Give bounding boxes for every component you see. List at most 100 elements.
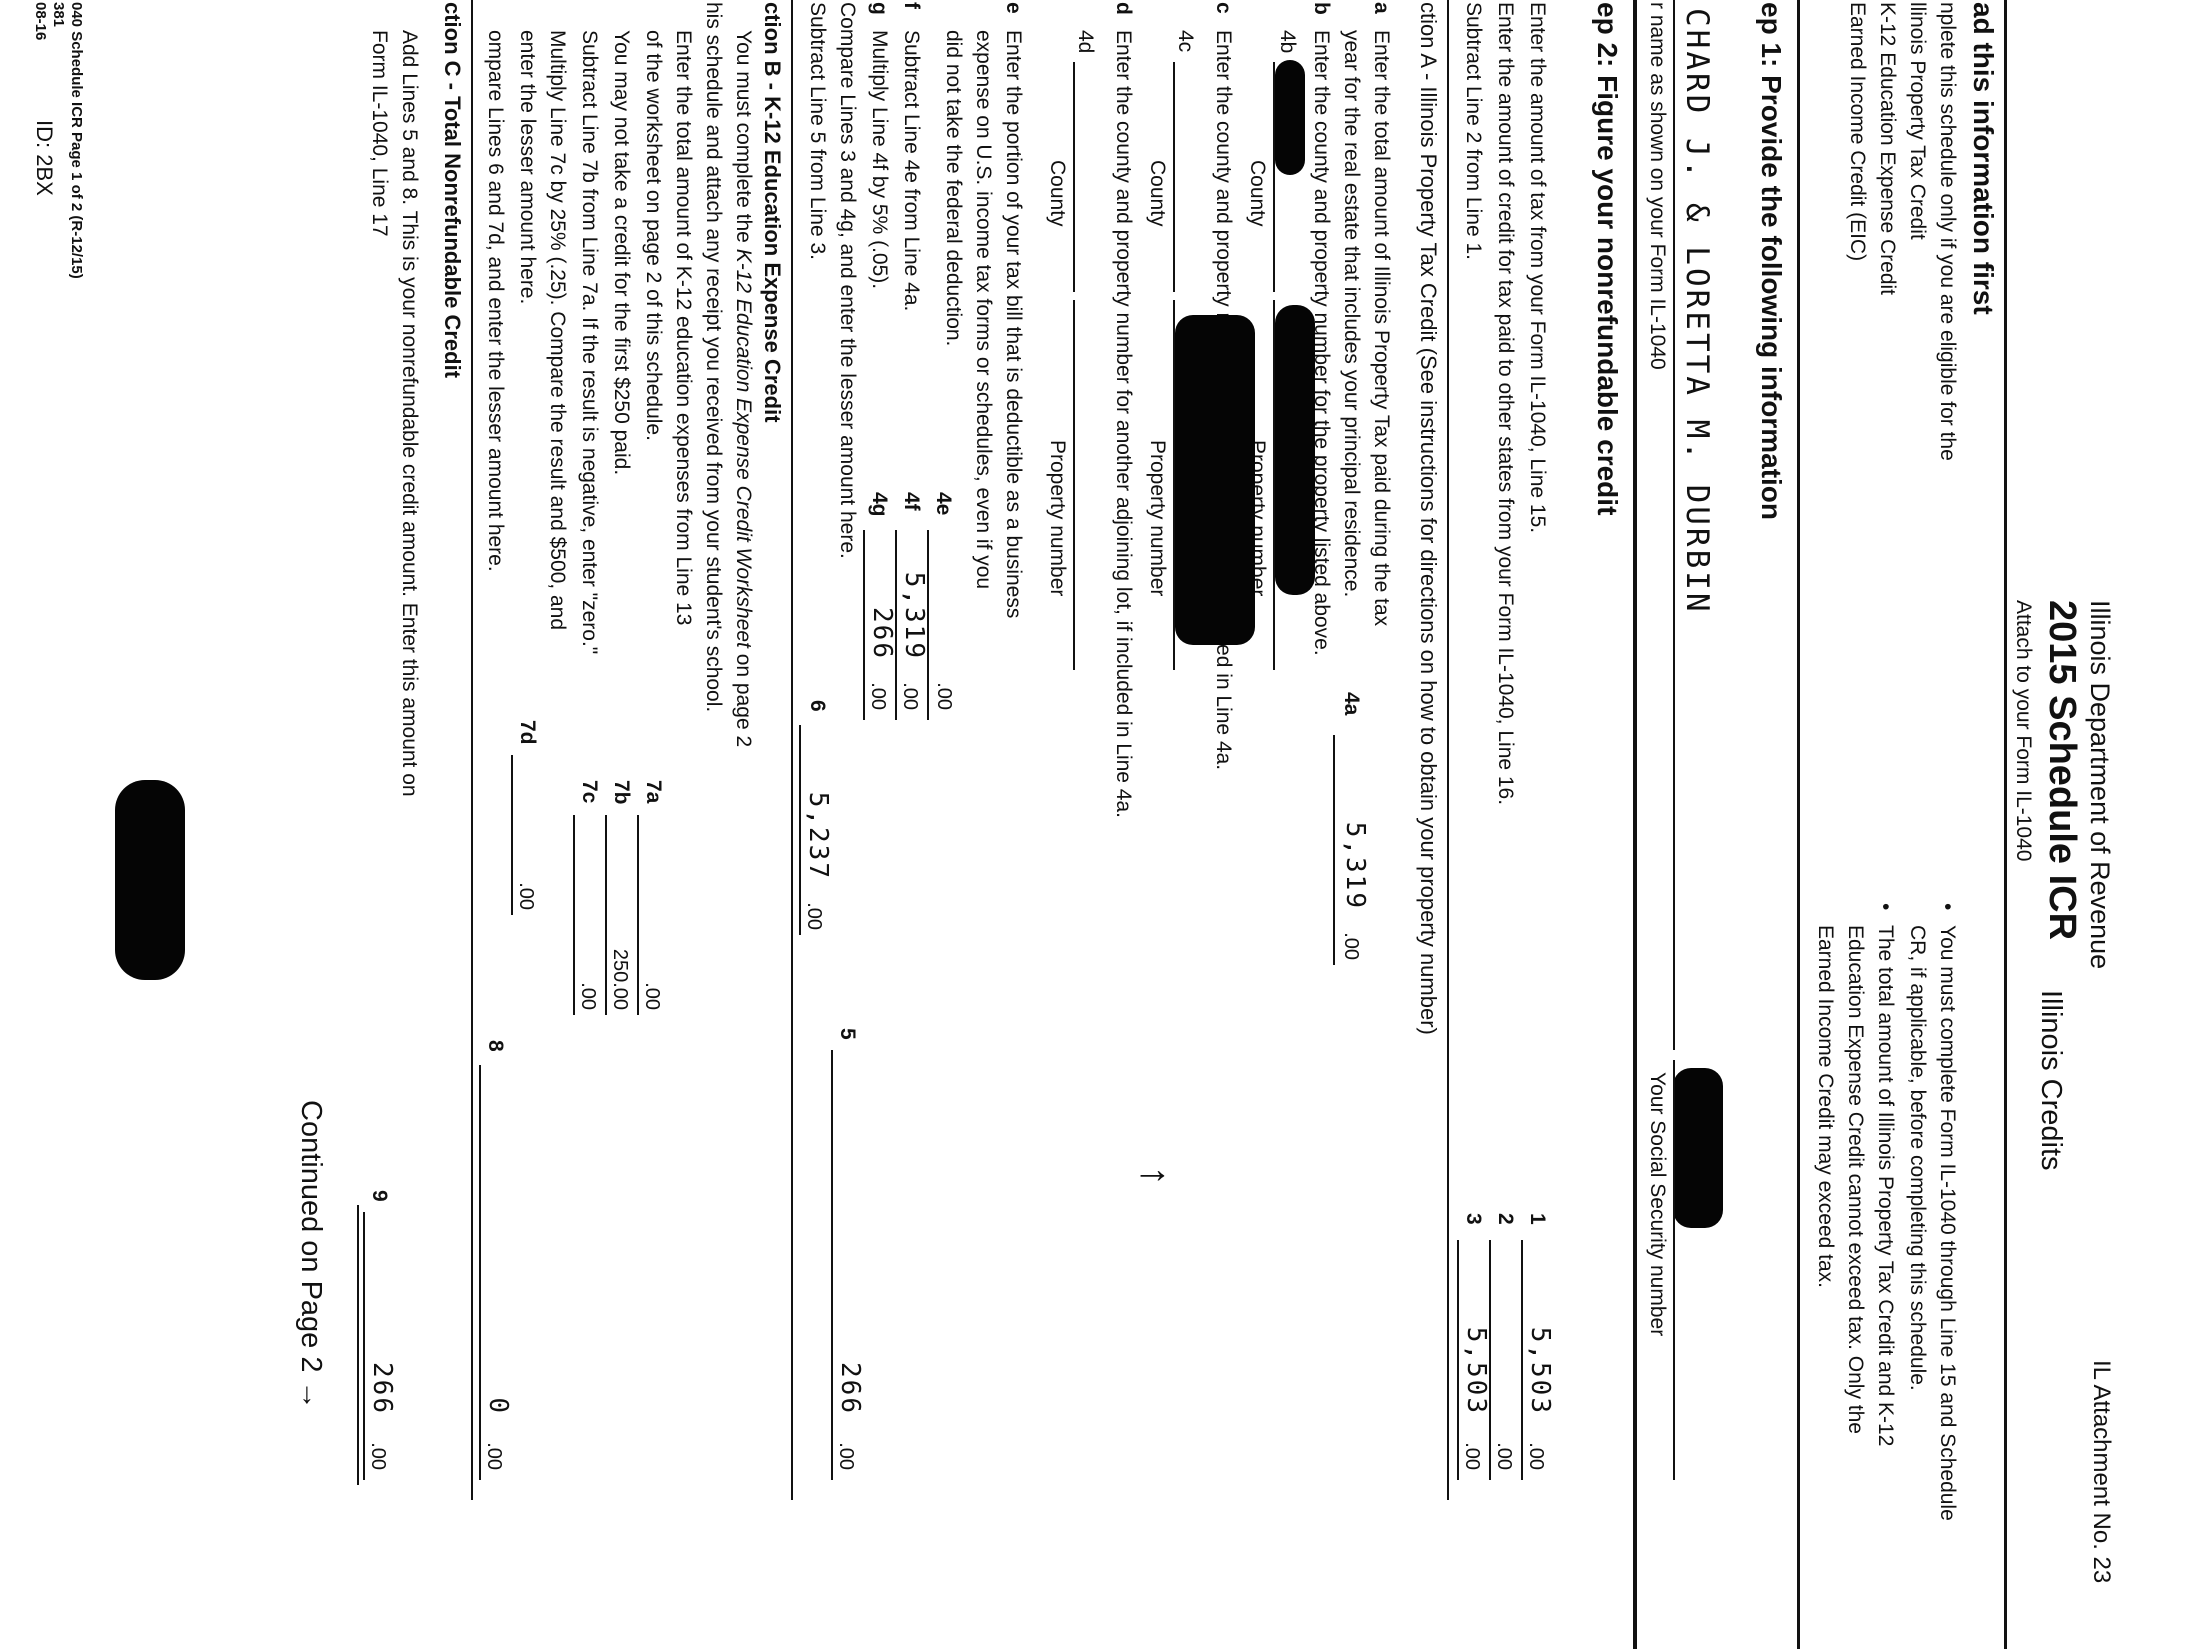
read-first-bullet-1b: CR, if applicable, before completing thi…: [1905, 925, 1929, 1391]
line9-double-rule: [357, 1205, 359, 1485]
line4b-number: 4b: [1275, 30, 1299, 53]
line4c-county-label: County: [1145, 160, 1169, 227]
line7b-number: 7b: [609, 780, 633, 805]
credits-label: Illinois Credits: [2034, 990, 2067, 1171]
line9-field[interactable]: [363, 1212, 365, 1480]
ssn-caption: Your Social Security number: [1645, 1072, 1669, 1336]
line3-amount: 5,503: [1461, 1250, 1491, 1415]
line7c-field[interactable]: [573, 815, 575, 1015]
line7a-text-2: of the worksheet on page 2 of this sched…: [641, 30, 665, 441]
read-first-left-4: Earned Income Credit (EIC): [1845, 2, 1869, 261]
line4f-cents: .00: [898, 660, 921, 710]
line5-text: Compare Lines 3 and 4g, and enter the le…: [835, 2, 859, 559]
line7a-cents: .00: [640, 960, 663, 1010]
line3-text: Subtract Line 2 from Line 1.: [1461, 2, 1485, 260]
line7c-text: Subtract Line 7b from Line 7a. If the re…: [577, 30, 601, 654]
line7d-text-2: enter the lesser amount here.: [515, 30, 539, 304]
line4c-county-field[interactable]: [1173, 62, 1175, 292]
line7c-cents: .00: [576, 960, 599, 1010]
step2-heading: ep 2: Figure your nonrefundable credit: [1591, 2, 1623, 515]
line3-cents: .00: [1460, 1420, 1483, 1470]
line8-amount: 0: [483, 1250, 513, 1415]
line7d-number: 7d: [515, 720, 539, 745]
line7d-field[interactable]: [511, 755, 513, 915]
line7a-text-1: Enter the total amount of K-12 education…: [671, 30, 695, 625]
line4d-county-label: County: [1045, 160, 1069, 227]
line4a-letter: a: [1369, 2, 1393, 14]
line7a-number: 7a: [641, 780, 665, 803]
line4e-text-1: Enter the portion of your tax bill that …: [1001, 30, 1025, 618]
line4e-text-2: expense on U.S. income tax forms or sche…: [971, 30, 995, 589]
line6-field[interactable]: [799, 725, 801, 935]
section-c-rule: [471, 0, 473, 1500]
attachment-number: IL Attachment No. 23: [2087, 1360, 2115, 1583]
line4f-amount: 5,319: [899, 535, 929, 660]
line7c-number: 7c: [577, 780, 601, 803]
line6-cents: .00: [802, 880, 825, 930]
line6-amount: 5,237: [803, 730, 833, 880]
form-title: 2015 Schedule ICR: [2040, 600, 2083, 940]
line4d-county-field[interactable]: [1073, 62, 1075, 292]
line4a-cents: .00: [1339, 910, 1362, 960]
line1-number: 1: [1525, 1213, 1549, 1225]
line4g-amount: 266: [867, 535, 897, 660]
line6-number: 6: [805, 700, 829, 712]
redacted-4c-property: [1175, 315, 1255, 645]
line8-cents: .00: [482, 1420, 505, 1470]
line4a-field[interactable]: [1333, 735, 1335, 965]
continued-arrow-icon: →: [295, 1381, 327, 1410]
line4a-amount: 5,319: [1340, 740, 1370, 910]
line8-field[interactable]: [479, 1065, 481, 1480]
line9-text-1: Add Lines 5 and 8. This is your nonrefun…: [397, 30, 421, 797]
line4c-number: 4c: [1173, 30, 1197, 52]
line4c-property-label: Property number: [1145, 440, 1169, 596]
line1-text: Enter the amount of tax from your Form I…: [1525, 2, 1549, 533]
line4d-number: 4d: [1073, 30, 1097, 53]
line3-field[interactable]: [1457, 1240, 1459, 1480]
continued-note: Continued on Page 2 →: [294, 1100, 327, 1410]
line7a-field[interactable]: [637, 815, 639, 1015]
line4f-number: 4f: [899, 492, 923, 511]
section-b-heading: ction B - K-12 Education Expense Credit: [759, 2, 785, 423]
line5-cents: .00: [834, 1420, 857, 1470]
line4e-number: 4e: [931, 492, 955, 515]
footer-form-id: 040 Schedule ICR Page 1 of 2 (R-12/15): [68, 2, 85, 279]
line8-text: ompare Lines 6 and 7d, and enter the les…: [483, 30, 507, 572]
line1-field[interactable]: [1521, 1240, 1523, 1480]
taxpayer-name: CHARD J. & LORETTA M. DURBIN: [1679, 8, 1715, 615]
line5-field[interactable]: [831, 1050, 833, 1480]
line4g-text: Multiply Line 4f by 5% (.05).: [867, 30, 891, 289]
line4b-county-label: County: [1245, 160, 1269, 227]
line9-amount: 266: [367, 1250, 397, 1415]
section-b-rule: [791, 0, 793, 1500]
step1-heading: ep 1: Provide the following information: [1755, 2, 1787, 520]
line4d-text: Enter the county and property number for…: [1111, 30, 1135, 818]
line4g-cents: .00: [866, 660, 889, 710]
redacted-4b-property: [1275, 305, 1315, 595]
line4d-property-field[interactable]: [1073, 300, 1075, 670]
line4d-letter: d: [1111, 2, 1135, 15]
read-first-left-3: K-12 Education Expense Credit: [1875, 2, 1899, 295]
redacted-4b-county: [1275, 60, 1305, 175]
line4a-text-2: year for the real estate that includes y…: [1339, 30, 1363, 597]
line5-number: 5: [835, 1028, 859, 1040]
section-b-intro-1: You must complete the K-12 Education Exp…: [731, 30, 755, 747]
section-a-rule: [1447, 0, 1449, 1500]
line4a-text-1: Enter the total amount of Illinois Prope…: [1369, 30, 1393, 626]
line4e-letter: e: [1001, 2, 1025, 14]
line7d-cents: .00: [514, 860, 537, 910]
read-first-bullet-2c: Earned Income Credit may exceed tax.: [1813, 925, 1837, 1288]
line1-cents: .00: [1524, 1420, 1547, 1470]
line4g-letter: g: [867, 2, 891, 15]
line7b-field[interactable]: [605, 815, 607, 1015]
footer-line-3: 08-16: [32, 2, 49, 40]
line9-text-2: Form IL-1040, Line 17: [367, 30, 391, 237]
line9-number: 9: [367, 1190, 391, 1202]
section-c-heading: ction C - Total Nonrefundable Credit: [439, 2, 465, 378]
read-first-bullet-2a: The total amount of Illinois Property Ta…: [1873, 925, 1897, 1446]
line2-text: Enter the amount of credit for tax paid …: [1493, 2, 1517, 805]
section-a-heading: ction A - Illinois Property Tax Credit (…: [1415, 2, 1441, 1035]
line4g-field[interactable]: [863, 530, 865, 720]
line4f-letter: f: [899, 2, 923, 9]
read-first-left-2: llinois Property Tax Credit: [1905, 2, 1929, 240]
